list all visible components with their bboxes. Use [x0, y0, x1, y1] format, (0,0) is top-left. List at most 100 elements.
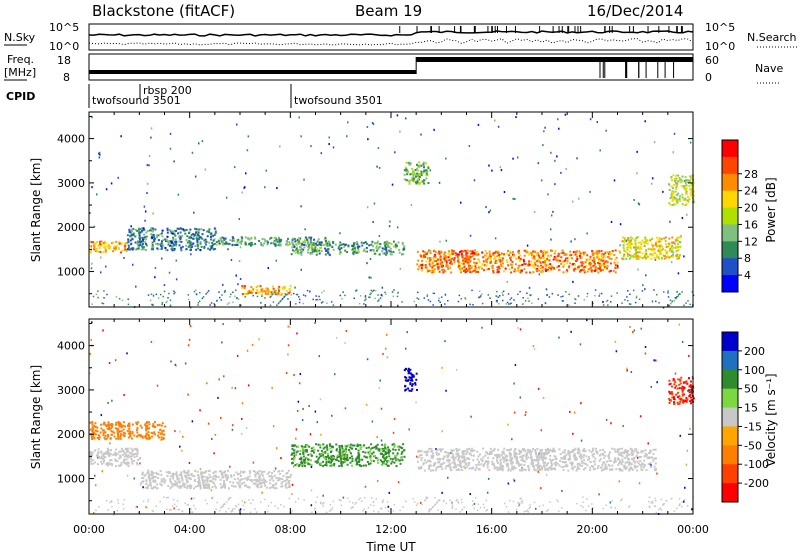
- backscatter-cell: [673, 198, 676, 201]
- backscatter-cell: [187, 469, 190, 472]
- backscatter-cell: [483, 264, 486, 267]
- scatter-echo: [645, 274, 647, 277]
- cpid-label: CPID: [6, 90, 35, 103]
- backscatter-cell: [301, 250, 304, 253]
- backscatter-cell: [513, 255, 516, 258]
- backscatter-cell: [273, 470, 276, 473]
- backscatter-cell: [184, 476, 187, 479]
- backscatter-cell: [547, 265, 550, 268]
- backscatter-cell: [540, 266, 543, 269]
- ground-echo: [91, 303, 93, 305]
- scatter-echo: [91, 321, 93, 324]
- scatter-echo: [494, 237, 497, 240]
- scatter-echo: [544, 126, 546, 129]
- backscatter-cell: [264, 292, 267, 295]
- backscatter-cell: [126, 450, 129, 453]
- freq-traces: [89, 57, 693, 78]
- backscatter-cell: [365, 250, 368, 253]
- colorbar-segment: [722, 241, 738, 259]
- backscatter-cell: [254, 237, 257, 240]
- backscatter-cell: [97, 448, 100, 451]
- scatter-echo: [550, 151, 552, 154]
- backscatter-cell: [590, 269, 593, 272]
- backscatter-cell: [592, 447, 595, 450]
- backscatter-cell: [675, 187, 678, 190]
- backscatter-cell: [615, 468, 618, 471]
- scatter-echo: [614, 340, 617, 343]
- backscatter-cell: [677, 174, 680, 177]
- backscatter-cell: [176, 485, 179, 488]
- scatter-echo: [376, 165, 378, 168]
- backscatter-cell: [318, 456, 321, 459]
- backscatter-cell: [234, 485, 237, 488]
- backscatter-cell: [565, 253, 568, 256]
- backscatter-cell: [127, 244, 130, 247]
- scatter-echo: [102, 329, 104, 332]
- scatter-echo: [146, 164, 149, 167]
- backscatter-cell: [459, 268, 462, 271]
- ground-echo: [232, 291, 234, 294]
- backscatter-cell: [152, 479, 155, 482]
- scatter-echo: [100, 256, 102, 259]
- backscatter-cell: [344, 454, 347, 457]
- scatter-echo: [302, 407, 304, 410]
- backscatter-cell: [229, 481, 232, 484]
- backscatter-cell: [183, 229, 186, 232]
- backscatter-cell: [285, 472, 288, 475]
- backscatter-cell: [609, 262, 612, 265]
- backscatter-cell: [638, 248, 641, 251]
- scatter-echo: [396, 114, 399, 117]
- backscatter-cell: [510, 263, 513, 266]
- backscatter-cell: [327, 454, 330, 457]
- backscatter-cell: [653, 465, 656, 468]
- backscatter-cell: [496, 268, 499, 271]
- backscatter-cell: [386, 464, 389, 467]
- backscatter-cell: [543, 263, 546, 266]
- backscatter-cell: [520, 463, 523, 466]
- backscatter-cell: [473, 261, 476, 264]
- scatter-echo: [154, 276, 156, 279]
- backscatter-cell: [198, 237, 201, 240]
- backscatter-cell: [671, 191, 674, 194]
- backscatter-cell: [644, 254, 647, 257]
- scatter-echo: [139, 462, 141, 465]
- backscatter-cell: [454, 252, 457, 255]
- backscatter-cell: [144, 422, 147, 425]
- scatter-echo: [683, 255, 685, 258]
- backscatter-cell: [91, 428, 94, 431]
- backscatter-cell: [385, 455, 388, 458]
- backscatter-cell: [97, 451, 100, 454]
- ground-echo: [161, 301, 164, 304]
- backscatter-cell: [467, 262, 470, 265]
- scatter-echo: [488, 164, 490, 167]
- backscatter-cell: [668, 184, 671, 187]
- power-colorbar-label: Power [dB]: [764, 177, 778, 242]
- scatter-echo: [190, 497, 193, 500]
- backscatter-cell: [420, 269, 423, 272]
- backscatter-cell: [117, 423, 120, 426]
- backscatter-cell: [179, 485, 182, 488]
- ground-echo: [481, 302, 484, 305]
- backscatter-cell: [620, 452, 623, 455]
- backscatter-cell: [610, 257, 613, 260]
- backscatter-cell: [422, 463, 425, 466]
- scatter-echo: [160, 257, 163, 260]
- backscatter-cell: [354, 249, 357, 252]
- backscatter-cell: [650, 257, 653, 260]
- backscatter-cell: [484, 259, 487, 262]
- backscatter-cell: [276, 479, 279, 482]
- ground-echo: [662, 291, 665, 293]
- backscatter-cell: [345, 445, 348, 448]
- backscatter-cell: [627, 246, 630, 249]
- backscatter-cell: [186, 474, 189, 477]
- backscatter-cell: [277, 289, 280, 292]
- backscatter-cell: [498, 455, 501, 458]
- backscatter-cell: [441, 269, 444, 272]
- backscatter-cell: [129, 435, 132, 438]
- scatter-echo: [532, 345, 535, 348]
- ground-echo: [275, 289, 277, 292]
- ground-echo: [440, 296, 443, 298]
- backscatter-cell: [596, 450, 599, 453]
- backscatter-cell: [239, 475, 242, 478]
- backscatter-cell: [564, 259, 567, 262]
